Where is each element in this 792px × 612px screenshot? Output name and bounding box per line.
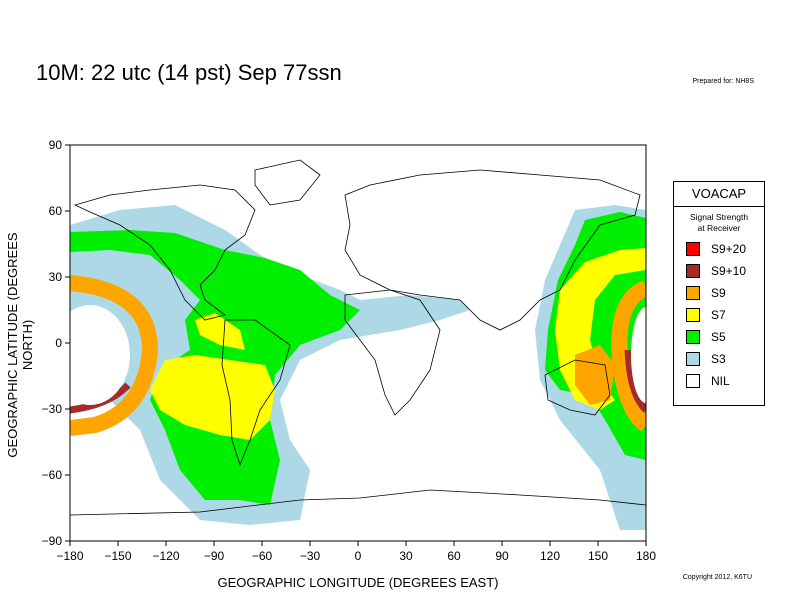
coverage-s9-ring-east (611, 280, 646, 432)
y-tick-label: 30 (49, 270, 63, 284)
legend-item-s7: S7 (686, 307, 764, 322)
y-tick-label: −30 (42, 402, 63, 416)
y-tick-label: 0 (55, 336, 62, 350)
x-tick-label: 60 (447, 549, 461, 563)
legend-item-label: S9+10 (711, 263, 747, 278)
prepared-for-note: Prepared for: NH8S (692, 78, 754, 85)
outline-antarctica (70, 489, 646, 516)
x-tick-label: −150 (104, 549, 131, 563)
legend-item-label: S7 (711, 307, 726, 322)
x-tick-label: −120 (152, 549, 179, 563)
signal-coverage-layer (70, 205, 646, 530)
outline-africa (344, 289, 441, 416)
coverage-s9-ring-west (70, 275, 159, 436)
legend-subtitle: Signal Strength at Receiver (674, 212, 764, 234)
x-tick-label: 30 (399, 549, 413, 563)
outline-north-america (73, 184, 256, 321)
coverage-s9-australia (575, 345, 615, 405)
y-axis-ticks: 90 60 30 0 −30 −60 −90 (42, 138, 70, 548)
continent-outlines (70, 159, 646, 516)
nil-core-east (631, 307, 646, 403)
x-tick-label: 180 (636, 549, 656, 563)
legend-swatch (686, 329, 700, 344)
legend-swatch (686, 263, 700, 278)
legend-item-nil: NIL (686, 373, 764, 388)
x-tick-label: −90 (204, 549, 225, 563)
coverage-s7-central (195, 313, 245, 350)
copyright-note: Copyright 2012, K6TU (682, 574, 752, 581)
y-axis-label: GEOGRAPHIC LATITUDE (DEGREES NORTH) (5, 232, 35, 458)
legend-item-label: S9 (711, 285, 726, 300)
legend-item-s9: S9 (686, 285, 764, 300)
outline-greenland (254, 159, 321, 206)
x-axis-label: GEOGRAPHIC LONGITUDE (DEGREES EAST) (217, 575, 499, 590)
legend-item-s9plus20: S9+20 (686, 241, 764, 256)
legend-subtitle-line2: at Receiver (697, 223, 741, 233)
legend-swatch (686, 241, 700, 256)
legend-item-label: S9+20 (711, 241, 747, 256)
outline-south-america (221, 319, 291, 467)
x-tick-label: −180 (56, 549, 83, 563)
y-tick-label: 90 (49, 138, 63, 152)
legend-title: VOACAP (674, 182, 764, 207)
outline-australia (544, 359, 611, 416)
legend-item-s3: S3 (686, 351, 764, 366)
legend-swatch (686, 307, 700, 322)
legend-swatch (686, 351, 700, 366)
legend-subtitle-line1: Signal Strength (689, 212, 749, 222)
y-tick-label: −60 (42, 468, 63, 482)
legend-swatch (686, 285, 700, 300)
y-tick-label: −90 (42, 534, 63, 548)
legend-item-label: NIL (711, 373, 730, 388)
nil-core-west (70, 305, 130, 405)
legend-item-s5: S5 (686, 329, 764, 344)
page-title: 10M: 22 utc (14 pst) Sep 77ssn (36, 60, 342, 85)
legend-item-label: S3 (711, 351, 726, 366)
coverage-s7 (150, 355, 275, 440)
signal-legend: VOACAP Signal Strength at Receiver S9+20… (673, 181, 765, 406)
coverage-s9plus10-east (624, 349, 646, 413)
legend-item-label: S5 (711, 329, 726, 344)
x-tick-label: 150 (588, 549, 608, 563)
outline-europe-asia (344, 169, 641, 331)
x-tick-label: 90 (495, 549, 509, 563)
legend-item-s9plus10: S9+10 (686, 263, 764, 278)
x-axis-ticks: −180 −150 −120 −90 −60 −30 0 30 60 90 120 150 180 (56, 541, 656, 563)
x-tick-label: 120 (540, 549, 560, 563)
y-tick-label: 60 (49, 204, 63, 218)
x-tick-label: −60 (252, 549, 273, 563)
x-tick-label: 0 (355, 549, 362, 563)
legend-swatch (686, 373, 700, 388)
x-tick-label: −30 (300, 549, 321, 563)
